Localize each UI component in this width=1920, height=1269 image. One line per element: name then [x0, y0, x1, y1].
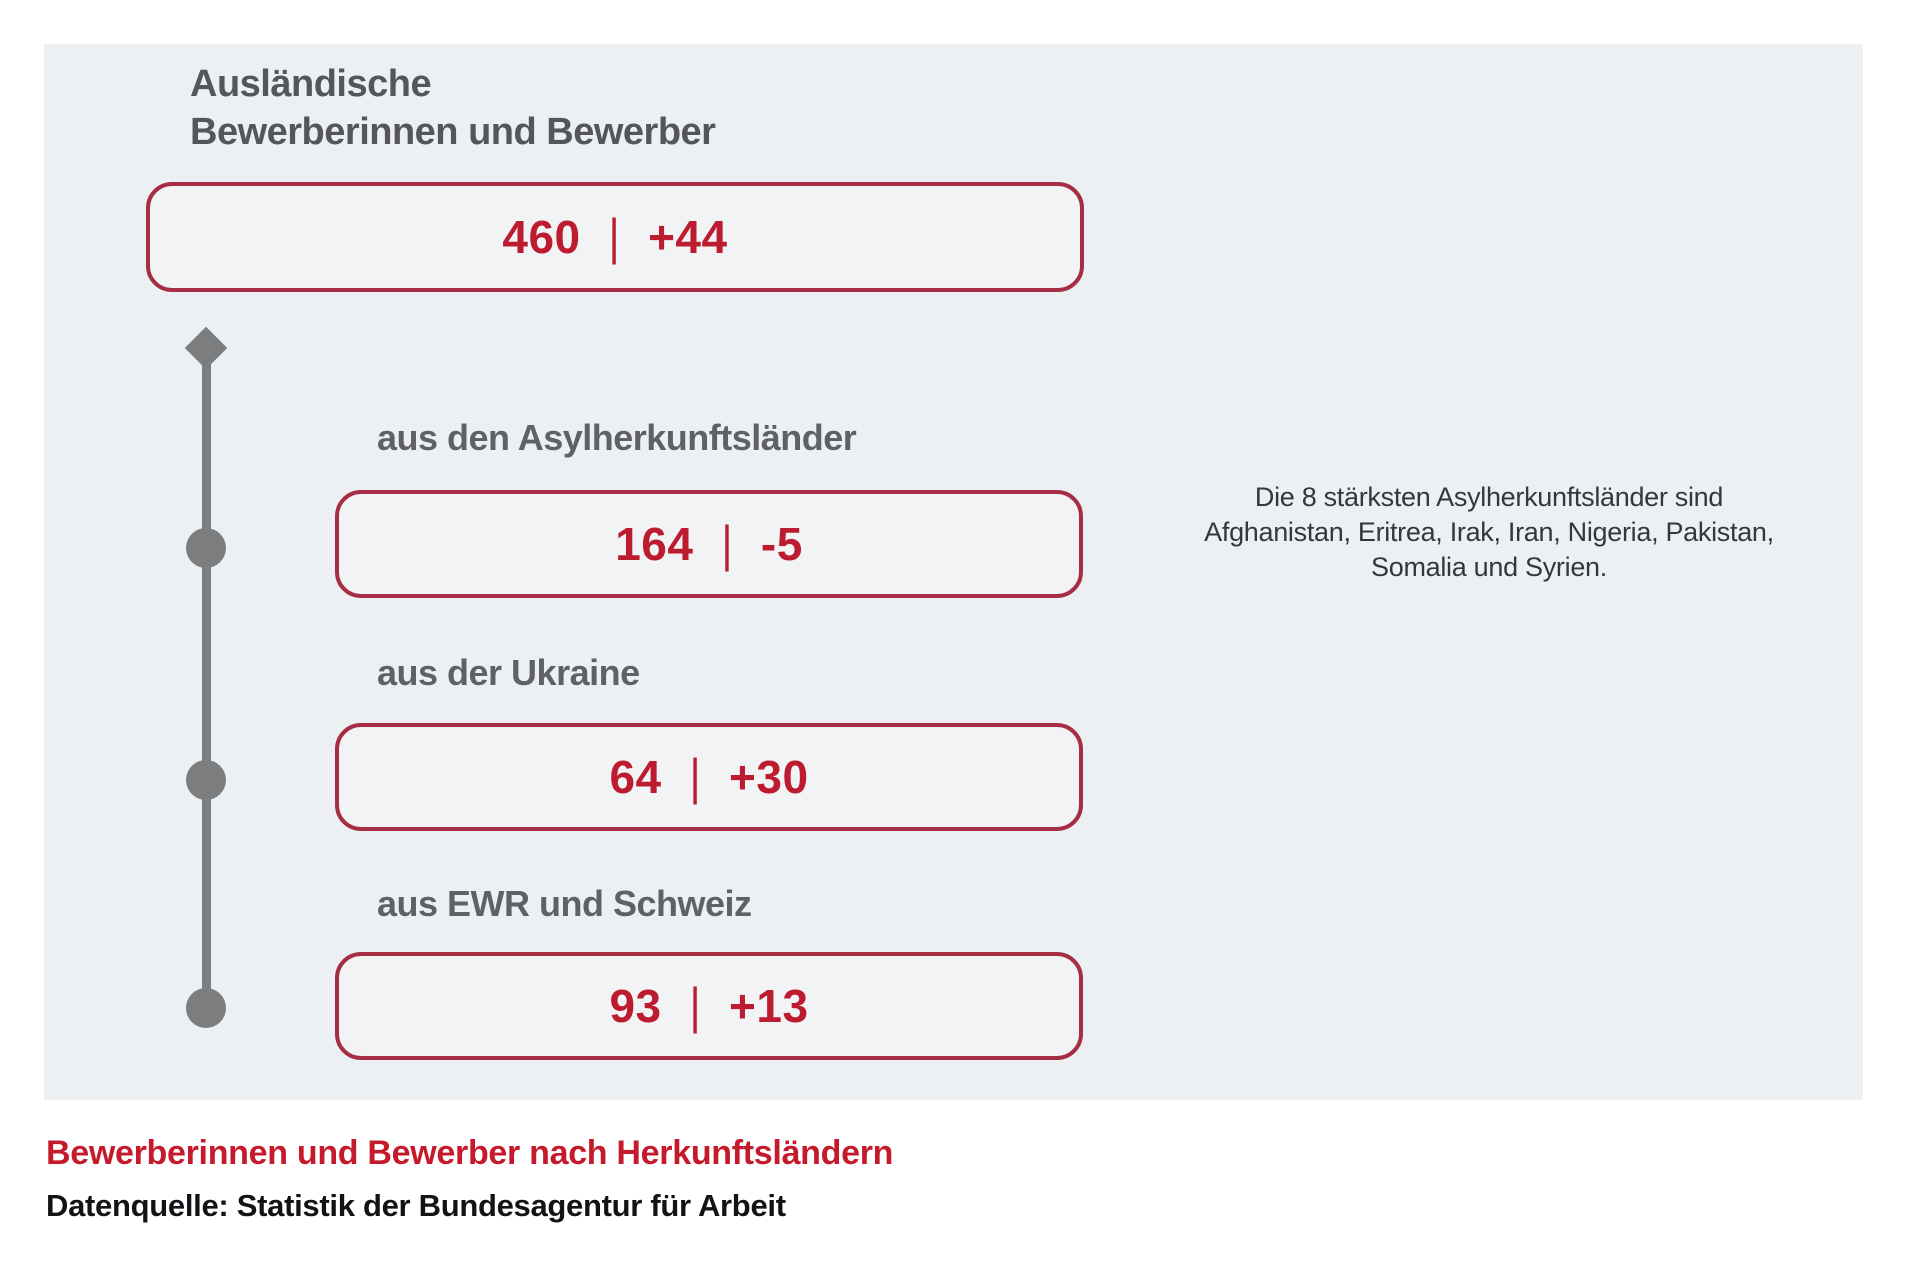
- branch-delta: -5: [760, 518, 803, 570]
- annotation-line3: Somalia und Syrien.: [1371, 552, 1607, 582]
- asylherkunftslaender-annotation: Die 8 stärksten Asylherkunftsländer sind…: [1119, 480, 1859, 585]
- total-value: 460: [502, 211, 581, 263]
- timeline-circle-marker: [186, 760, 226, 800]
- branch-value: 64: [609, 751, 662, 803]
- value-separator: |: [689, 977, 702, 1034]
- branch-delta: +13: [729, 980, 809, 1032]
- annotation-line1: Die 8 stärksten Asylherkunftsländer sind: [1254, 482, 1724, 512]
- value-separator: |: [608, 208, 621, 265]
- value-separator: |: [721, 515, 733, 572]
- panel-title: Ausländische Bewerberinnen und Bewerber: [190, 60, 716, 156]
- panel-title-line2: Bewerberinnen und Bewerber: [190, 111, 716, 153]
- branch-value-box-asylherkunftslaender: 164 | -5: [335, 490, 1083, 598]
- timeline-circle-marker: [186, 528, 226, 568]
- infographic-panel: Ausländische Bewerberinnen und Bewerber …: [44, 44, 1863, 1100]
- branch-value-box-ukraine: 64 | +30: [335, 723, 1083, 831]
- branch-label-asylherkunftslaender: aus den Asylherkunftsländer: [377, 417, 857, 458]
- panel-title-line1: Ausländische: [190, 63, 432, 105]
- branch-value: 164: [615, 518, 694, 570]
- timeline-line: [202, 348, 211, 1008]
- value-separator: |: [689, 748, 702, 805]
- branch-label-ewr-schweiz: aus EWR und Schweiz: [377, 883, 752, 924]
- branch-delta: +30: [729, 751, 809, 803]
- chart-caption: Bewerberinnen und Bewerber nach Herkunft…: [46, 1134, 894, 1172]
- total-delta: +44: [648, 211, 728, 263]
- annotation-line2: Afghanistan, Eritrea, Irak, Iran, Nigeri…: [1204, 517, 1774, 547]
- branch-value: 93: [609, 980, 662, 1032]
- total-value-box: 460 | +44: [146, 182, 1084, 292]
- timeline-circle-marker: [186, 988, 226, 1028]
- data-source-caption: Datenquelle: Statistik der Bundesagentur…: [46, 1188, 786, 1223]
- branch-label-ukraine: aus der Ukraine: [377, 652, 640, 693]
- branch-value-box-ewr-schweiz: 93 | +13: [335, 952, 1083, 1060]
